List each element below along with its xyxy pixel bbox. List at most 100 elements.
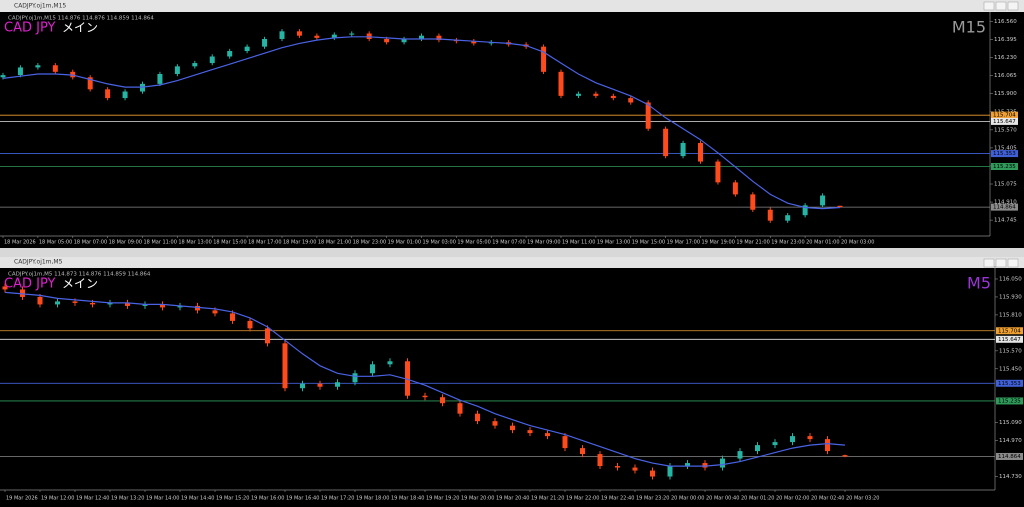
y-tick-label: 116.395: [994, 37, 1017, 43]
candle-body: [615, 466, 620, 468]
x-tick-label: 20 Mar 02:40: [811, 496, 844, 502]
y-tick-label: 114.970: [999, 438, 1022, 444]
candle-body: [645, 102, 651, 129]
candle-body: [702, 463, 708, 468]
maximize-button[interactable]: [995, 258, 1007, 268]
window-title: CADJPY.oj1m,M5: [14, 259, 63, 266]
price-level-label: 115.647: [993, 119, 1016, 125]
candle-body: [157, 74, 163, 84]
candle-body: [825, 439, 830, 452]
x-tick-label: 19 Mar 13:00: [597, 240, 630, 246]
candle-body: [492, 421, 498, 426]
x-tick-label: 19 Mar 2026: [6, 496, 38, 502]
x-tick-label: 19 Mar 16:40: [286, 496, 319, 502]
candle-body: [580, 448, 585, 455]
candle-body: [698, 142, 703, 162]
candle-body: [317, 383, 323, 387]
candle-body: [457, 403, 463, 414]
x-tick-label: 18 Mar 21:00: [318, 240, 351, 246]
window-gap: [0, 248, 1024, 257]
y-tick-label: 116.230: [994, 55, 1017, 61]
candle-body: [105, 89, 111, 99]
candle-body: [122, 91, 128, 99]
candle-body: [837, 205, 843, 208]
x-tick-label: 19 Mar 09:00: [527, 240, 560, 246]
window-title: CADJPY.oj1m,M15: [14, 3, 66, 10]
candle-body: [230, 313, 235, 321]
x-tick-label: 19 Mar 23:20: [636, 496, 669, 502]
candle-body: [419, 35, 424, 39]
x-tick-label: 18 Mar 09:00: [109, 240, 142, 246]
x-tick-label: 19 Mar 01:00: [388, 240, 421, 246]
x-tick-label: 19 Mar 23:00: [771, 240, 804, 246]
candle-body: [142, 304, 148, 306]
x-tick-label: 19 Mar 22:00: [566, 496, 599, 502]
price-level-label: 115.647: [998, 337, 1021, 343]
price-level-label: 115.235: [998, 398, 1021, 404]
x-tick-label: 19 Mar 05:00: [457, 240, 490, 246]
price-level-tag: [996, 327, 1023, 335]
x-tick-label: 20 Mar 00:00: [671, 496, 704, 502]
candle-body: [174, 66, 180, 75]
candle-body: [663, 128, 669, 157]
timeframe-label: M15: [952, 18, 986, 37]
candle-body: [52, 65, 58, 72]
x-tick-label: 18 Mar 11:00: [144, 240, 177, 246]
y-tick-label: 114.745: [994, 218, 1017, 224]
candle-body: [527, 430, 533, 434]
candle-body: [55, 301, 60, 305]
candle-body: [790, 436, 795, 443]
x-tick-label: 19 Mar 12:40: [76, 496, 109, 502]
candle-body: [632, 467, 638, 471]
close-button[interactable]: [1007, 258, 1019, 268]
candle-body: [405, 361, 410, 396]
price-level-label: 115.235: [993, 164, 1016, 170]
candle-body: [20, 289, 25, 297]
chart-info: CADJPY.oj1m,M5 114.873 114.876 114.859 1…: [8, 272, 151, 278]
candle-body: [265, 328, 270, 344]
candle-body: [209, 56, 215, 64]
price-level-label: 115.353: [993, 151, 1016, 157]
candle-body: [732, 182, 738, 195]
price-level-tag: [996, 379, 1023, 387]
candle-body: [0, 75, 6, 78]
candle-body: [715, 161, 721, 183]
minimize-button[interactable]: [983, 258, 995, 268]
symbol-sublabel: メイン: [62, 277, 98, 291]
y-tick-label: 114.730: [999, 474, 1022, 480]
x-tick-label: 19 Mar 11:00: [562, 240, 595, 246]
x-tick-label: 19 Mar 13:20: [111, 496, 144, 502]
candle-body: [802, 205, 808, 216]
candle-body: [680, 142, 686, 157]
price-level-label: 115.353: [998, 381, 1021, 387]
price-level-tag: [996, 335, 1023, 343]
candle-body: [545, 433, 550, 437]
candle-body: [755, 445, 760, 452]
candle-body: [177, 305, 183, 308]
chart-area: [0, 12, 1024, 248]
candle-body: [767, 209, 773, 221]
x-tick-label: 18 Mar 15:00: [213, 240, 246, 246]
candle-body: [842, 455, 848, 457]
x-tick-label: 19 Mar 14:00: [146, 496, 179, 502]
x-tick-label: 20 Mar 01:20: [741, 496, 774, 502]
x-tick-label: 19 Mar 21:00: [736, 240, 769, 246]
x-tick-label: 20 Mar 03:20: [846, 496, 879, 502]
candle-body: [87, 77, 93, 90]
y-tick-label: 116.560: [994, 19, 1017, 25]
candle-body: [575, 93, 581, 96]
timeframe-label: M5: [967, 274, 991, 293]
candle-body: [436, 35, 442, 41]
y-tick-label: 115.075: [994, 182, 1017, 188]
x-tick-label: 18 Mar 23:00: [353, 240, 386, 246]
x-tick-label: 18 Mar 2026: [4, 240, 36, 246]
candle-body: [331, 34, 337, 38]
minimize-button[interactable]: [983, 1, 995, 11]
x-tick-label: 19 Mar 19:20: [426, 496, 459, 502]
x-tick-label: 19 Mar 17:20: [321, 496, 354, 502]
x-tick-label: 19 Mar 03:00: [423, 240, 456, 246]
close-button[interactable]: [1007, 1, 1019, 11]
maximize-button[interactable]: [995, 1, 1007, 11]
x-tick-label: 20 Mar 00:40: [706, 496, 739, 502]
